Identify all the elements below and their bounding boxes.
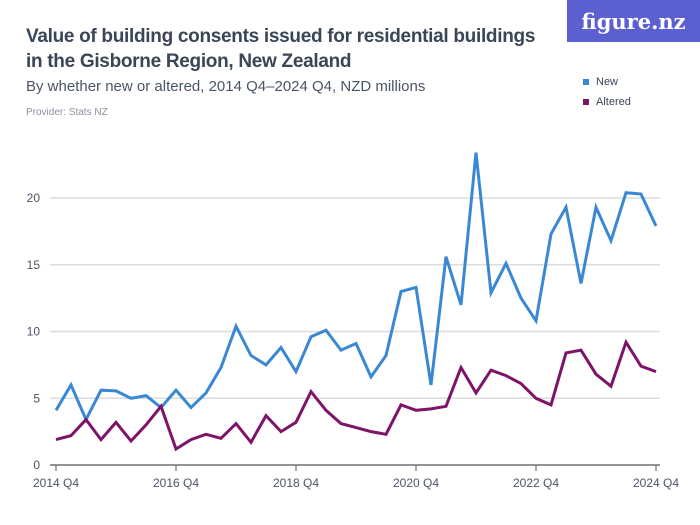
- legend: New Altered: [583, 72, 631, 112]
- legend-swatch-altered: [583, 99, 589, 105]
- y-tick-label: 0: [33, 458, 40, 472]
- legend-swatch-new: [583, 79, 589, 85]
- legend-item-new: New: [583, 72, 631, 92]
- chart-subtitle: By whether new or altered, 2014 Q4–2024 …: [26, 78, 426, 95]
- figure-nz-logo[interactable]: figure.nz: [567, 0, 700, 42]
- x-tick-label: 2022 Q4: [513, 476, 559, 490]
- legend-item-altered: Altered: [583, 92, 631, 112]
- chart-title: Value of building consents issued for re…: [26, 26, 536, 72]
- legend-label-new: New: [596, 76, 619, 88]
- series-line-altered: [55, 338, 657, 452]
- x-tick-label: 2016 Q4: [153, 476, 199, 490]
- y-tick-label: 20: [27, 191, 41, 205]
- y-tick-label: 5: [33, 391, 40, 405]
- y-tick-label: 10: [27, 325, 41, 339]
- series-line-new: [54, 152, 658, 424]
- x-tick-label: 2020 Q4: [393, 476, 439, 490]
- provider-note: Provider: Stats NZ: [26, 107, 108, 118]
- x-tick-label: 2018 Q4: [273, 476, 319, 490]
- y-tick-label: 15: [27, 258, 41, 272]
- legend-label-altered: Altered: [596, 96, 631, 108]
- x-tick-label: 2014 Q4: [33, 476, 79, 490]
- x-tick-label: 2024 Q4: [633, 476, 679, 490]
